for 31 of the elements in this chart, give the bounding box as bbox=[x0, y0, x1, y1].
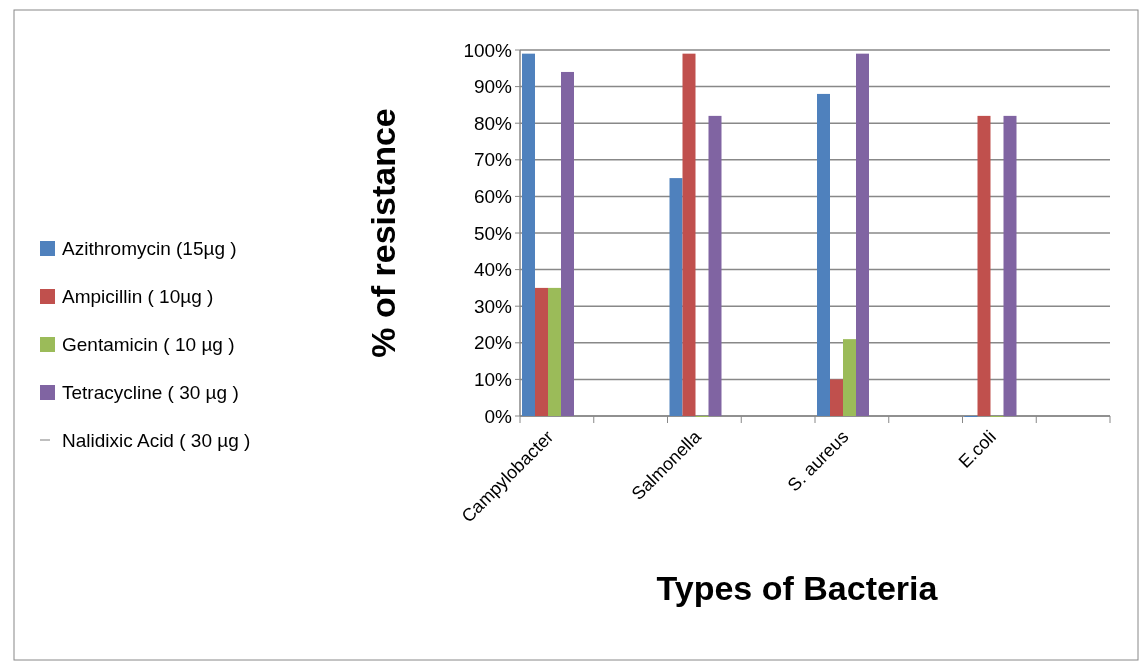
bar bbox=[1003, 115, 1017, 416]
y-tick-label: 60% bbox=[473, 186, 513, 208]
y-tick-label: 100% bbox=[463, 39, 513, 61]
bar bbox=[548, 287, 561, 416]
bar bbox=[708, 115, 722, 416]
y-axis-title: % of resistance bbox=[364, 108, 402, 358]
legend-label: Gentamicin ( 10 µg ) bbox=[62, 333, 235, 355]
y-tick-label: 30% bbox=[473, 295, 513, 317]
bar bbox=[682, 53, 696, 416]
bar bbox=[669, 178, 683, 416]
y-tick-label: 10% bbox=[473, 369, 513, 391]
y-tick-label: 70% bbox=[473, 149, 513, 171]
bar bbox=[856, 53, 869, 416]
bar bbox=[817, 93, 830, 416]
bar bbox=[830, 379, 843, 416]
x-axis-title: Types of Bacteria bbox=[656, 569, 939, 607]
bar bbox=[561, 71, 574, 416]
y-tick-label: 50% bbox=[473, 222, 513, 244]
y-tick-label: 80% bbox=[473, 112, 513, 134]
bar bbox=[977, 115, 991, 416]
legend-label: Tetracycline ( 30 µg ) bbox=[62, 381, 239, 403]
y-tick-label: 90% bbox=[473, 76, 513, 98]
legend-label: Ampicillin ( 10µg ) bbox=[62, 285, 214, 307]
bar bbox=[522, 53, 535, 416]
y-tick-label: 20% bbox=[473, 332, 513, 354]
y-tick-label: 40% bbox=[473, 259, 513, 281]
y-tick-label: 0% bbox=[484, 405, 513, 427]
legend-label: Azithromycin (15µg ) bbox=[62, 237, 237, 259]
legend-label: Nalidixic Acid ( 30 µg ) bbox=[62, 429, 251, 451]
bar bbox=[843, 339, 856, 416]
bar bbox=[535, 287, 548, 416]
